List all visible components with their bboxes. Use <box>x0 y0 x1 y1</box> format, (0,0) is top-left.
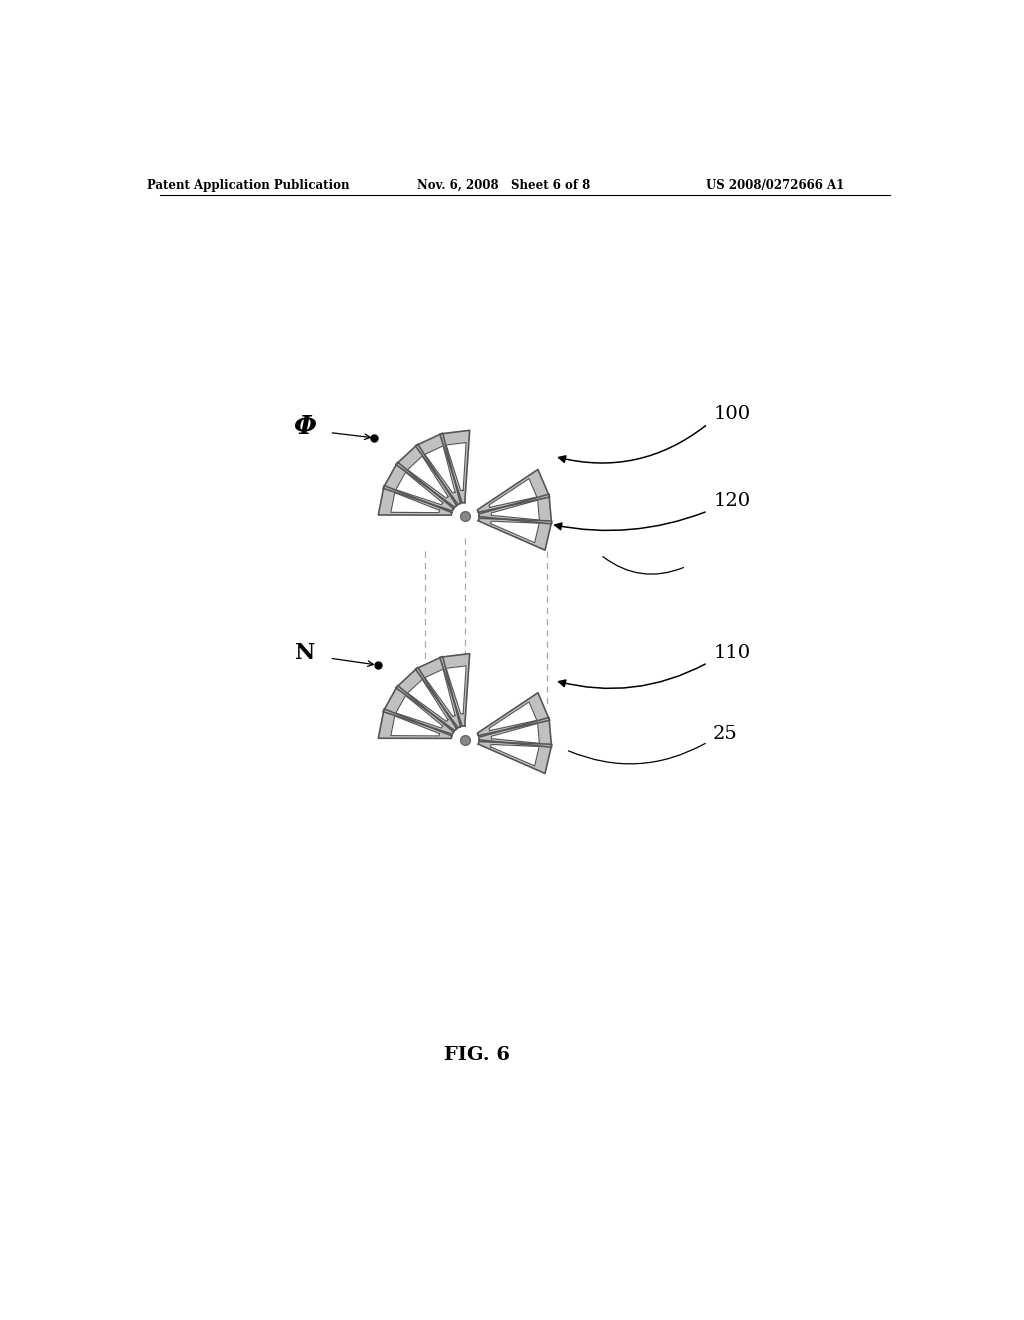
Polygon shape <box>416 656 461 727</box>
Text: FIG. 6: FIG. 6 <box>443 1047 510 1064</box>
Polygon shape <box>391 715 439 737</box>
Text: Nov. 6, 2008   Sheet 6 of 8: Nov. 6, 2008 Sheet 6 of 8 <box>417 178 591 191</box>
Polygon shape <box>490 521 540 543</box>
Polygon shape <box>478 742 552 774</box>
Text: 100: 100 <box>713 405 751 422</box>
Text: US 2008/0272666 A1: US 2008/0272666 A1 <box>706 178 844 191</box>
Polygon shape <box>490 744 540 766</box>
Polygon shape <box>479 494 552 524</box>
Text: Φ: Φ <box>293 414 316 438</box>
Polygon shape <box>439 430 470 503</box>
Polygon shape <box>396 668 457 730</box>
Polygon shape <box>439 653 470 726</box>
Polygon shape <box>383 685 454 734</box>
Polygon shape <box>492 500 540 520</box>
Text: 110: 110 <box>713 644 751 661</box>
Text: Patent Application Publication: Patent Application Publication <box>146 178 349 191</box>
Polygon shape <box>478 519 552 550</box>
Polygon shape <box>488 702 537 731</box>
Polygon shape <box>425 446 455 494</box>
Polygon shape <box>395 473 442 504</box>
Text: 120: 120 <box>713 492 751 510</box>
Polygon shape <box>477 470 550 512</box>
Polygon shape <box>425 669 455 717</box>
Polygon shape <box>383 462 454 511</box>
Polygon shape <box>416 433 461 504</box>
Polygon shape <box>378 486 452 515</box>
Polygon shape <box>492 723 540 743</box>
Polygon shape <box>396 444 457 507</box>
Polygon shape <box>446 442 466 491</box>
Polygon shape <box>391 492 439 512</box>
Polygon shape <box>477 693 550 735</box>
Polygon shape <box>446 665 466 714</box>
Polygon shape <box>479 718 552 747</box>
Text: N: N <box>295 642 315 664</box>
Polygon shape <box>395 696 442 729</box>
Polygon shape <box>488 479 537 507</box>
Polygon shape <box>408 680 449 722</box>
Polygon shape <box>378 709 452 738</box>
Text: 25: 25 <box>713 726 738 743</box>
Polygon shape <box>408 455 449 498</box>
